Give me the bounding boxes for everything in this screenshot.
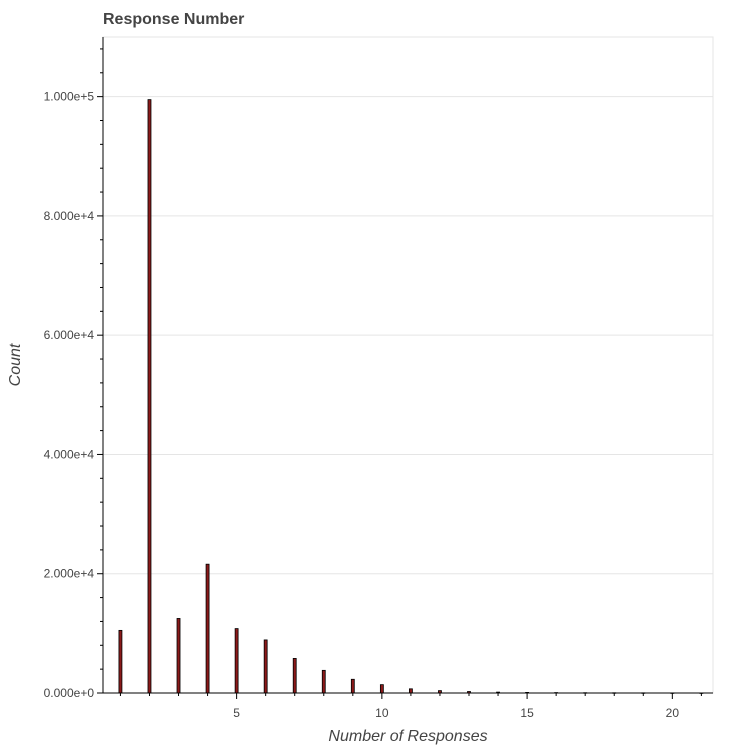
y-tick-label: 8.000e+4	[44, 209, 95, 223]
bar	[176, 618, 181, 694]
bar	[321, 669, 326, 694]
bar	[205, 563, 210, 694]
y-tick-label: 1.000e+5	[44, 90, 95, 104]
bar	[409, 688, 413, 694]
x-tick-label: 5	[233, 706, 240, 720]
axes: 0.000e+0 2.000e+4 4.000e+4 6.000e+4 8.000e+4…	[44, 37, 713, 720]
plot-frame	[102, 36, 714, 694]
bar	[118, 629, 123, 694]
y-tick-label: 6.000e+4	[44, 328, 95, 342]
bar	[234, 628, 239, 694]
grid-lines	[103, 96, 713, 575]
chart-title: Response Number	[103, 11, 245, 28]
bar	[350, 678, 355, 694]
x-tick-label: 20	[666, 706, 680, 720]
y-axis-title: Count	[7, 343, 24, 386]
bar	[147, 99, 152, 694]
bar	[379, 684, 384, 694]
x-tick-label: 15	[520, 706, 534, 720]
x-tick-label: 10	[375, 706, 389, 720]
bar	[263, 639, 268, 694]
bar	[292, 658, 297, 694]
y-tick-label: 0.000e+0	[44, 686, 95, 700]
y-tick-label: 2.000e+4	[44, 567, 95, 581]
x-axis-title: Number of Responses	[328, 728, 487, 745]
y-tick-label: 4.000e+4	[44, 447, 95, 461]
